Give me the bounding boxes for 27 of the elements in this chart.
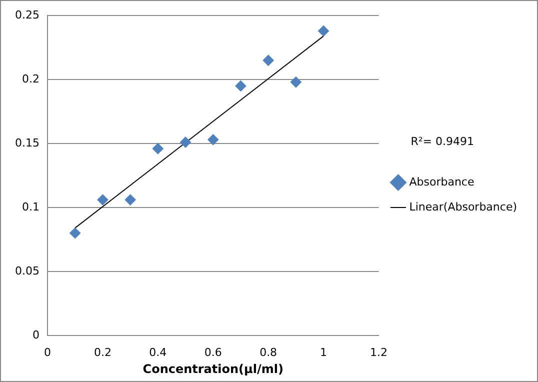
y-tick-label: 0.1: [22, 200, 40, 214]
x-tick-label: 0.6: [204, 346, 222, 359]
x-tick-label: 0: [44, 346, 51, 359]
point: [235, 80, 246, 92]
point: [290, 76, 302, 88]
legend-label: Absorbance: [409, 175, 474, 188]
x-tick-label: 1: [320, 346, 328, 359]
point: [124, 194, 136, 206]
y-tick-label: 0.2: [22, 72, 40, 86]
point: [152, 143, 164, 154]
point: [180, 136, 192, 148]
point: [70, 228, 81, 239]
x-tick-label: 0.2: [94, 346, 112, 359]
point: [318, 25, 330, 36]
x-tick-label: 0.4: [149, 346, 167, 359]
legend-label: Linear(Absorbance): [409, 200, 518, 214]
text: R²= 0.9491: [410, 134, 474, 148]
y-tick-label: 0.25: [14, 8, 40, 22]
point: [97, 194, 108, 206]
x-tick-label: 1.2: [370, 346, 388, 359]
point: [262, 54, 274, 66]
x-tick-label: 0.8: [260, 346, 278, 359]
y-tick-label: 0: [32, 328, 40, 342]
y-tick-label: 0.05: [14, 264, 40, 278]
y-tick-label: 0.15: [14, 136, 40, 150]
x-axis-title: Concentration(μl/ml): [142, 362, 284, 376]
point: [208, 134, 219, 146]
